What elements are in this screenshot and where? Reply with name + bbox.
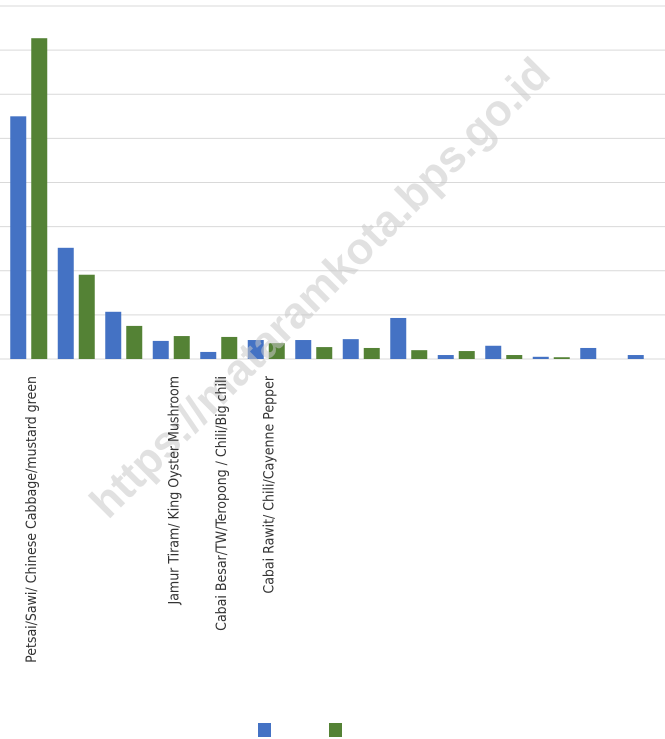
bar xyxy=(342,339,359,359)
bar xyxy=(10,116,27,359)
bar xyxy=(627,355,644,359)
bar xyxy=(126,325,143,359)
bar xyxy=(105,311,122,359)
bar xyxy=(316,347,333,359)
bar xyxy=(268,343,285,359)
x-tick-label: Petsai/Sawi/ Chinese Cabbage/mustard gre… xyxy=(24,376,40,663)
bar xyxy=(173,336,190,359)
bar xyxy=(485,345,502,359)
bar xyxy=(532,356,549,359)
bar xyxy=(247,340,264,359)
bar xyxy=(458,351,475,359)
bar xyxy=(78,274,95,359)
bar xyxy=(295,340,312,359)
bar xyxy=(506,355,523,359)
bar xyxy=(411,350,428,359)
legend-swatch xyxy=(258,723,271,737)
x-tick-label: Cabai Besar/TW/Teropong / Chili/Big chil… xyxy=(214,376,230,631)
watermark: https://mataramkota.bps.go.id xyxy=(81,49,560,528)
bar xyxy=(553,357,570,359)
bar xyxy=(57,247,74,359)
bar xyxy=(390,317,407,359)
bar xyxy=(363,347,380,359)
bar xyxy=(200,351,217,359)
bar xyxy=(580,347,597,359)
bar xyxy=(437,355,454,359)
bar xyxy=(221,336,238,359)
bar xyxy=(31,38,48,360)
bar xyxy=(152,340,169,359)
x-tick-label: Cabai Rawit/ Chili/Cayenne Pepper xyxy=(261,375,277,593)
x-tick-label: Jamur Tiram/ King Oyster Mushroom xyxy=(166,376,182,606)
legend-swatch xyxy=(329,723,342,737)
